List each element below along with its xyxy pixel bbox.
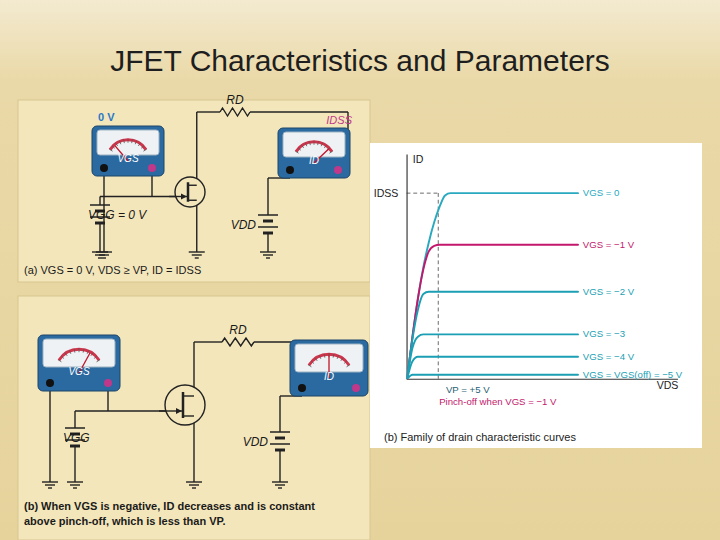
- svg-text:VGS = −4 V: VGS = −4 V: [583, 351, 635, 362]
- svg-text:VDS: VDS: [657, 379, 679, 391]
- svg-text:VGS = −3: VGS = −3: [583, 328, 625, 339]
- svg-text:0 V: 0 V: [98, 111, 115, 123]
- svg-text:(a) VGS = 0 V, VDS ≥ VP, ID =: (a) VGS = 0 V, VDS ≥ VP, ID = IDSS: [24, 264, 201, 276]
- html-text:(b) Family of drain characteri: (b) Family of drain characteristic curve…: [384, 431, 576, 443]
- svg-text:RD: RD: [229, 323, 247, 337]
- svg-text:IDSS: IDSS: [326, 114, 352, 126]
- svg-text:ID: ID: [413, 153, 424, 165]
- svg-text:VDD: VDD: [243, 435, 269, 449]
- svg-text:IDSS: IDSS: [374, 187, 399, 199]
- svg-text:RD: RD: [226, 93, 244, 107]
- svg-text:VGS = −2 V: VGS = −2 V: [583, 286, 635, 297]
- svg-text:(b) When VGS is negative, ID d: (b) When VGS is negative, ID decreases a…: [24, 500, 315, 512]
- svg-text:VGS: VGS: [117, 153, 138, 164]
- html-text:JFET Characteristics and Param: JFET Characteristics and Parameters: [110, 44, 610, 77]
- svg-text:VGG = 0 V: VGG = 0 V: [88, 208, 147, 222]
- svg-text:VDD: VDD: [231, 218, 257, 232]
- svg-text:VGG: VGG: [63, 431, 90, 445]
- svg-text:VGS = VGS(off) = −5 V: VGS = VGS(off) = −5 V: [582, 368, 683, 380]
- svg-text:ID: ID: [309, 155, 319, 166]
- svg-text:VP = +5 V: VP = +5 V: [446, 384, 490, 395]
- svg-text:ID: ID: [324, 371, 334, 382]
- svg-text:VGS = 0: VGS = 0: [583, 187, 620, 198]
- svg-text:VGS: VGS: [68, 366, 89, 377]
- svg-text:above pinch-off, which is less: above pinch-off, which is less than VP.: [24, 515, 226, 527]
- svg-text:VGS = −1 V: VGS = −1 V: [583, 239, 635, 250]
- svg-text:Pinch-off when VGS = −1 V: Pinch-off when VGS = −1 V: [439, 396, 557, 407]
